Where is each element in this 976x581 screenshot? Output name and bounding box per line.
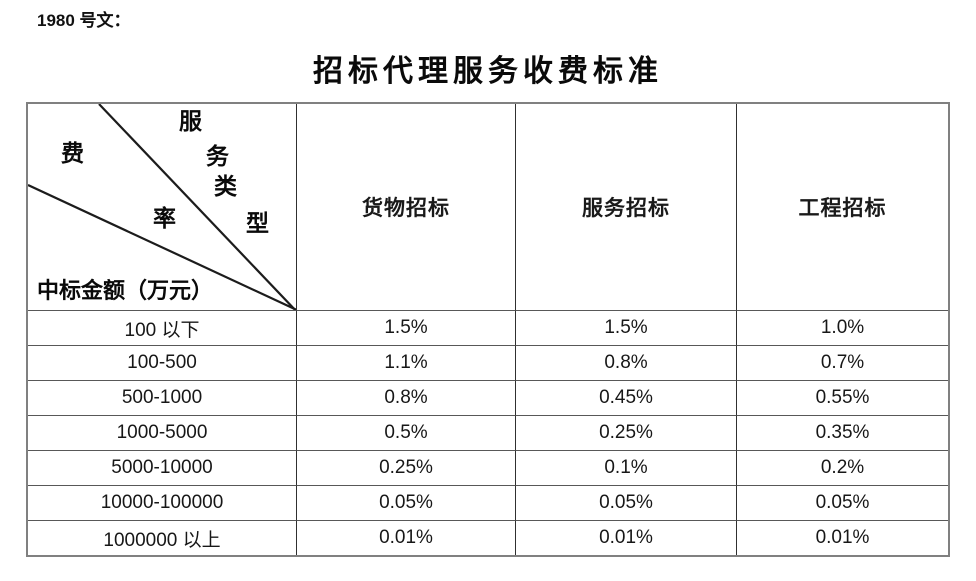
page-title: 招标代理服务收费标准 xyxy=(313,55,663,88)
rate-value-cell: 1.1% xyxy=(296,345,515,380)
rate-value-cell: 0.7% xyxy=(736,345,948,380)
rate-value-cell: 1.5% xyxy=(515,310,736,345)
rate-value-cell: 0.05% xyxy=(515,485,736,520)
row-label-cell: 1000-5000 xyxy=(28,415,296,450)
row-label-cell: 1000000 以上 xyxy=(28,520,296,555)
rate-value-cell: 0.25% xyxy=(515,415,736,450)
corner-fee-char: 率 xyxy=(153,206,176,231)
corner-row-axis-label: 中标金额（万元） xyxy=(37,278,214,303)
row-label-cell: 100 以下 xyxy=(28,310,296,345)
corner-type-char: 类 xyxy=(214,174,237,199)
corner-fee-char: 费 xyxy=(61,141,84,166)
header-diagonal-lines xyxy=(28,104,296,310)
rate-value-cell: 0.35% xyxy=(736,415,948,450)
table-corner-cell: 费 率 服 务 类 型 中标金额（万元） xyxy=(28,104,296,310)
rate-value-cell: 0.2% xyxy=(736,450,948,485)
rate-value-cell: 0.55% xyxy=(736,380,948,415)
fee-standard-table: 费 率 服 务 类 型 中标金额（万元） 货物招标 服务招标 工程招标 100 … xyxy=(26,102,950,557)
row-label-cell: 5000-10000 xyxy=(28,450,296,485)
corner-type-char: 务 xyxy=(206,144,229,169)
row-label-cell: 500-1000 xyxy=(28,380,296,415)
rate-value-cell: 0.05% xyxy=(736,485,948,520)
column-header-goods: 货物招标 xyxy=(296,104,515,310)
rate-value-cell: 0.25% xyxy=(296,450,515,485)
rate-value-cell: 0.01% xyxy=(515,520,736,555)
rate-value-cell: 0.8% xyxy=(515,345,736,380)
rate-value-cell: 1.5% xyxy=(296,310,515,345)
rate-value-cell: 0.05% xyxy=(296,485,515,520)
column-header-services: 服务招标 xyxy=(515,104,736,310)
rate-value-cell: 0.8% xyxy=(296,380,515,415)
rate-value-cell: 0.01% xyxy=(296,520,515,555)
row-label-cell: 10000-100000 xyxy=(28,485,296,520)
corner-type-char: 服 xyxy=(179,109,202,134)
row-label-cell: 100-500 xyxy=(28,345,296,380)
rate-value-cell: 0.01% xyxy=(736,520,948,555)
corner-type-char: 型 xyxy=(246,211,269,236)
column-header-engineering: 工程招标 xyxy=(736,104,948,310)
rate-value-cell: 0.1% xyxy=(515,450,736,485)
rate-value-cell: 0.45% xyxy=(515,380,736,415)
rate-value-cell: 0.5% xyxy=(296,415,515,450)
doc-number-label: 1980 号文： xyxy=(37,11,131,30)
rate-value-cell: 1.0% xyxy=(736,310,948,345)
